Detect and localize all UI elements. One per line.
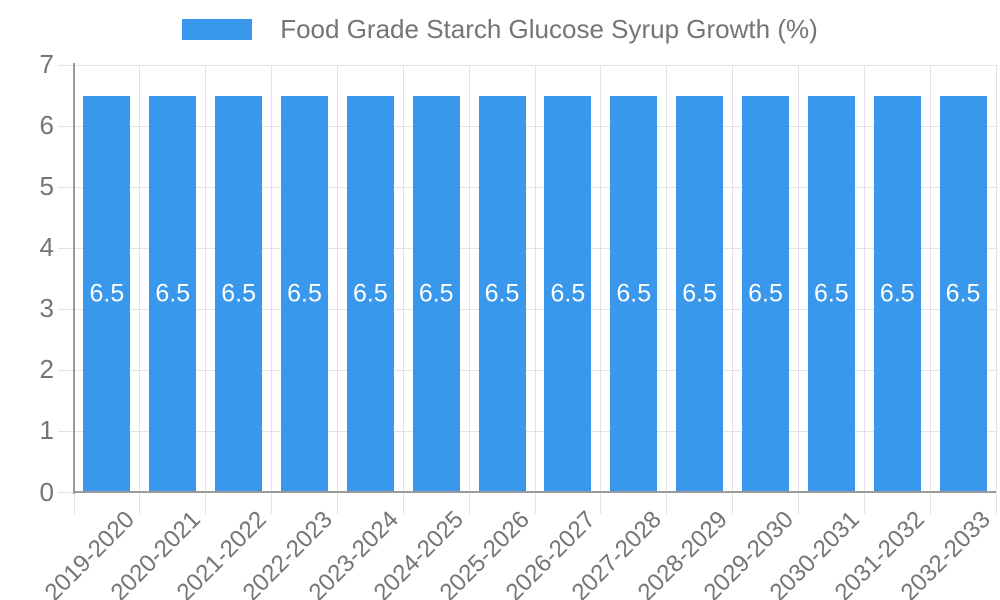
- bar-2030-2031[interactable]: [807, 95, 855, 492]
- bar-2027-2028[interactable]: [610, 95, 658, 492]
- x-gridline: [863, 65, 865, 493]
- x-gridline: [271, 65, 273, 493]
- legend-swatch: [182, 18, 253, 40]
- x-axis-tick: [863, 493, 865, 514]
- y-gridline: [58, 430, 996, 432]
- chart-title: Food Grade Starch Glucose Syrup Growth (…: [280, 14, 818, 44]
- bar-2029-2030[interactable]: [742, 95, 789, 492]
- y-axis-label: 1: [39, 415, 54, 446]
- bar-2026-2027[interactable]: [544, 95, 592, 492]
- x-gridline: [666, 65, 668, 493]
- y-axis-label: 5: [39, 171, 54, 202]
- bar-2031-2032[interactable]: [873, 95, 921, 492]
- bar-value-label: 6.5: [682, 279, 718, 308]
- bar-value-label: 6.5: [89, 279, 125, 308]
- x-axis-tick: [139, 493, 141, 514]
- y-gridline: [58, 247, 996, 249]
- y-gridline: [58, 125, 996, 127]
- bar-value-label: 6.5: [155, 279, 191, 308]
- x-axis-tick: [271, 493, 273, 514]
- y-axis-label: 7: [39, 48, 54, 79]
- x-axis-tick: [73, 493, 75, 514]
- bar-value-label: 6.5: [287, 279, 322, 308]
- bar-2019-2020[interactable]: [83, 95, 131, 492]
- y-gridline: [58, 369, 996, 371]
- y-gridline: [58, 308, 996, 310]
- bar-value-label: 6.5: [813, 279, 849, 308]
- x-gridline: [468, 65, 470, 493]
- x-gridline: [600, 65, 602, 493]
- x-axis-tick: [402, 493, 404, 514]
- x-axis-tick: [732, 493, 734, 514]
- x-gridline: [797, 65, 799, 493]
- bar-value-label: 6.5: [550, 279, 586, 308]
- bar-value-label: 6.5: [945, 279, 981, 308]
- x-axis-tick: [534, 493, 536, 514]
- y-axis-label: 0: [39, 476, 54, 507]
- bar-2021-2022[interactable]: [215, 95, 263, 492]
- bar-value-label: 6.5: [748, 279, 783, 308]
- bar-value-label: 6.5: [352, 279, 388, 308]
- x-gridline: [205, 65, 207, 493]
- bar-value-label: 6.5: [418, 279, 454, 308]
- x-axis-tick: [995, 493, 997, 514]
- x-axis-tick: [205, 493, 207, 514]
- x-gridline: [336, 65, 338, 493]
- bar-2020-2021[interactable]: [149, 95, 197, 492]
- x-gridline: [139, 65, 141, 493]
- x-axis-tick: [600, 493, 602, 514]
- x-axis-tick: [666, 493, 668, 514]
- x-axis-tick: [468, 493, 470, 514]
- bar-value-label: 6.5: [879, 279, 915, 308]
- x-gridline: [732, 65, 734, 493]
- x-axis-tick: [797, 493, 799, 514]
- y-axis-label: 2: [39, 354, 54, 385]
- x-gridline: [995, 65, 997, 493]
- bar-2028-2029[interactable]: [676, 95, 724, 492]
- bar-2023-2024[interactable]: [346, 95, 394, 492]
- bar-value-label: 6.5: [484, 279, 520, 308]
- bar-value-label: 6.5: [221, 279, 257, 308]
- y-gridline: [58, 186, 996, 188]
- legend-item[interactable]: Food Grade Starch Glucose Syrup Growth (…: [182, 14, 818, 44]
- x-gridline: [534, 65, 536, 493]
- y-gridline: [58, 64, 996, 66]
- x-axis-tick: [336, 493, 338, 514]
- bar-2025-2026[interactable]: [478, 95, 526, 492]
- y-axis-label: 3: [39, 293, 54, 324]
- y-axis-label: 6: [39, 109, 54, 140]
- y-axis-line: [73, 63, 75, 494]
- bar-value-label: 6.5: [616, 279, 652, 308]
- x-axis-line: [74, 491, 996, 493]
- bar-2022-2023[interactable]: [281, 95, 328, 492]
- y-axis-label: 4: [39, 232, 54, 263]
- x-gridline: [402, 65, 404, 493]
- bar-2024-2025[interactable]: [412, 95, 460, 492]
- x-gridline: [929, 65, 931, 493]
- legend: Food Grade Starch Glucose Syrup Growth (…: [0, 14, 1000, 44]
- x-axis-tick: [929, 493, 931, 514]
- bar-2032-2033[interactable]: [939, 95, 987, 492]
